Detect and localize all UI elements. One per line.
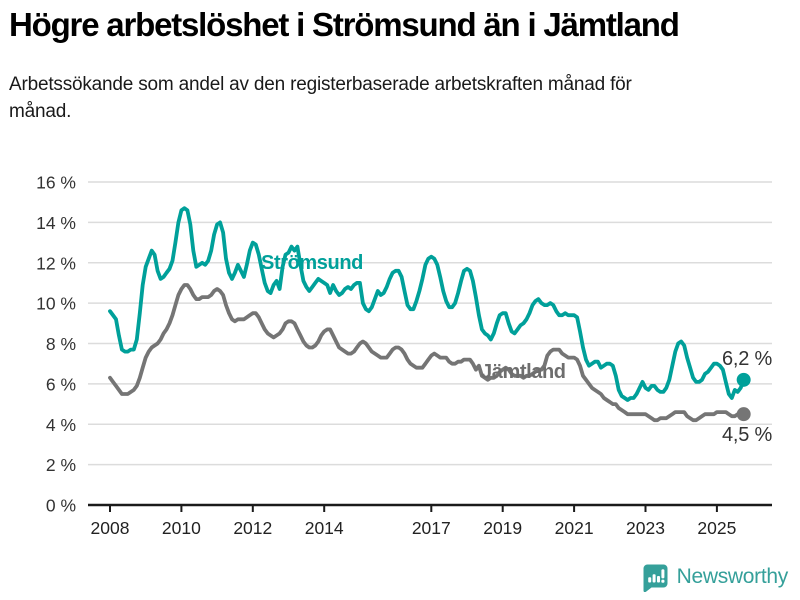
- newsworthy-wordmark: Newsworthy: [676, 565, 789, 588]
- y-tick-label: 8 %: [46, 334, 76, 354]
- end-value-label-jamtland: 4,5 %: [722, 424, 773, 446]
- series-line-Jämtland: [108, 283, 746, 423]
- end-value-label-stromsund: 6,2 %: [722, 348, 773, 370]
- x-tick-label: 2017: [412, 518, 451, 538]
- y-tick-label: 14 %: [36, 213, 76, 233]
- bar-chart-speech-bubble-icon: [643, 564, 668, 592]
- y-tick-label: 2 %: [46, 455, 76, 475]
- x-tick-label: 2021: [555, 518, 594, 538]
- chart-title: Högre arbetslöshet i Strömsund än i Jämt…: [9, 6, 680, 43]
- y-tick-label: 0 %: [46, 496, 76, 516]
- x-tick-label: 2025: [697, 518, 736, 538]
- y-tick-label: 4 %: [46, 415, 76, 435]
- series-end-dot-Strömsund: [736, 372, 751, 387]
- series-line-Strömsund: [108, 206, 746, 402]
- x-tick-label: 2010: [162, 518, 201, 538]
- x-tick-label: 2023: [626, 518, 665, 538]
- series-label-stromsund: Strömsund: [261, 252, 363, 274]
- series-label-jamtland: Jämtland: [481, 361, 566, 383]
- chart-subtitle: Arbetssökande som andel av den registerb…: [9, 74, 632, 122]
- y-tick-label: 12 %: [36, 253, 76, 273]
- x-tick-label: 2012: [233, 518, 272, 538]
- x-tick-label: 2019: [483, 518, 522, 538]
- x-tick-label: 2008: [91, 518, 130, 538]
- y-tick-label: 10 %: [36, 294, 76, 314]
- series-end-dot-Jämtland: [736, 407, 751, 422]
- y-tick-label: 16 %: [36, 173, 76, 193]
- x-tick-label: 2014: [305, 518, 344, 538]
- newsworthy-logo: Newsworthy: [641, 562, 788, 592]
- y-tick-label: 6 %: [46, 374, 76, 394]
